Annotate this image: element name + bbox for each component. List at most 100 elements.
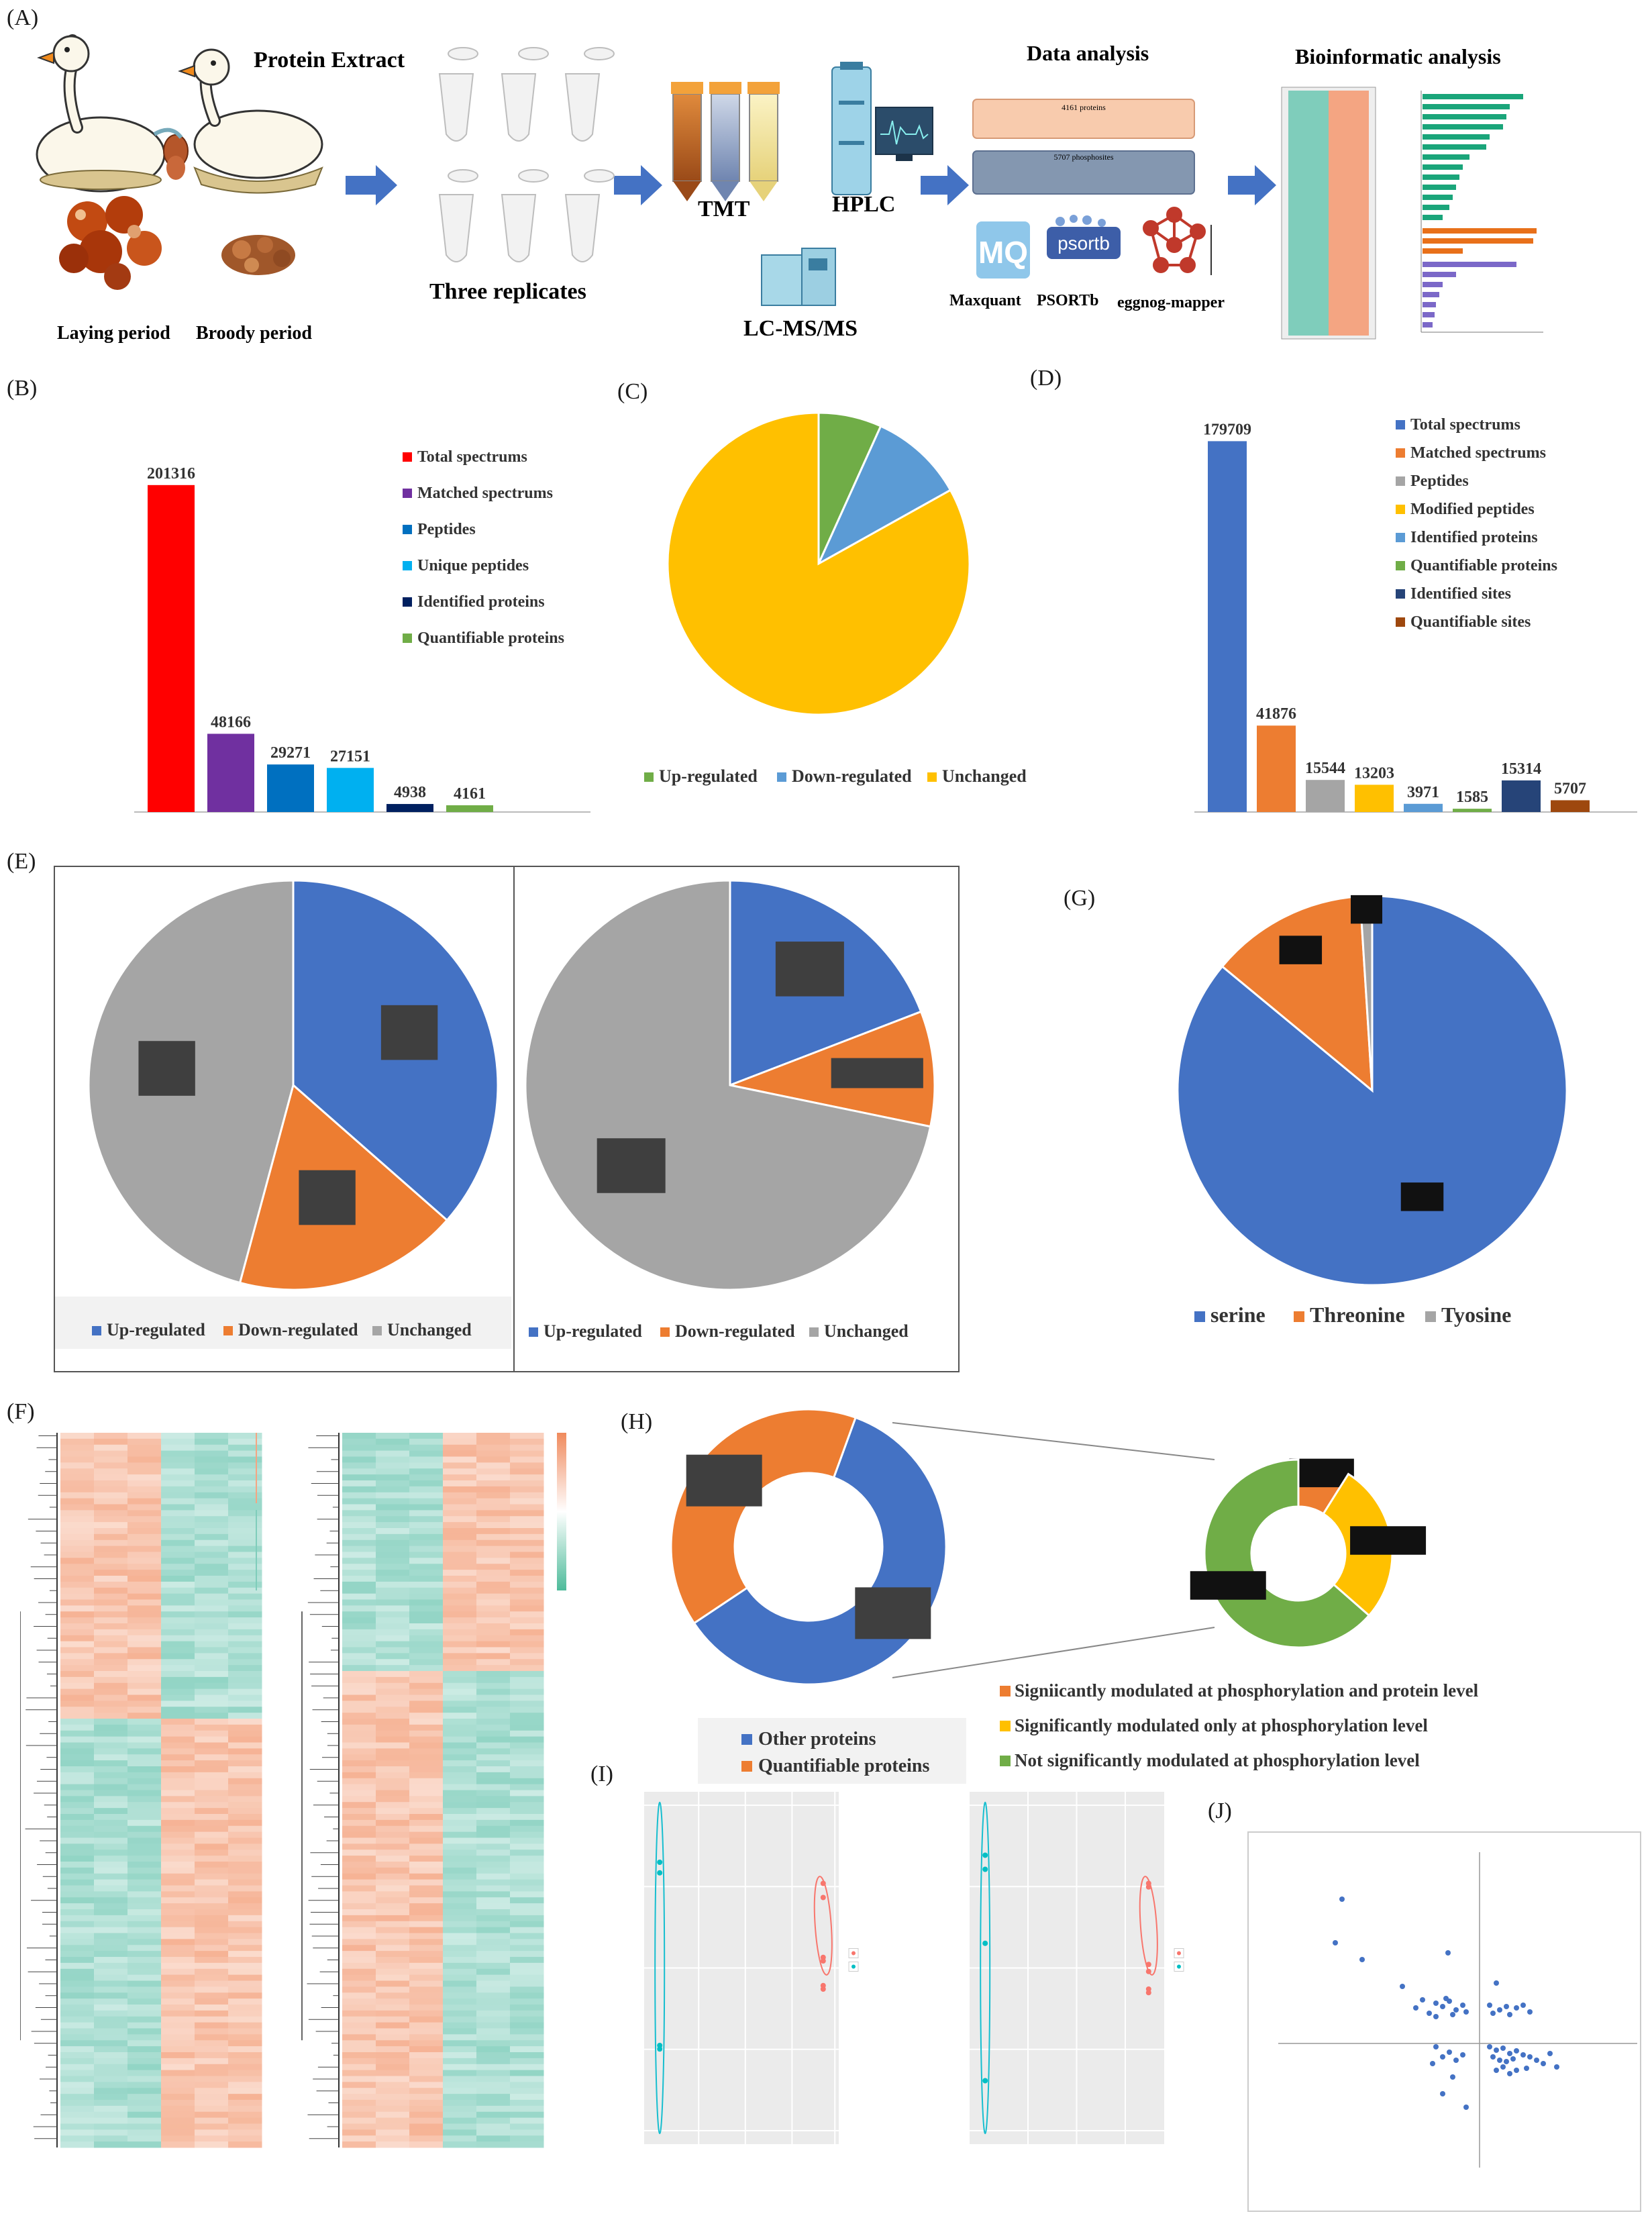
f-left-cell: [60, 1837, 95, 1844]
j-point: [1440, 2004, 1445, 2009]
f-right-cell: [510, 1629, 544, 1636]
f-right-cell: [342, 2135, 376, 2142]
f-right-cell: [342, 1808, 376, 1815]
f-left-cell: [161, 1641, 195, 1648]
f-left-cell: [60, 1504, 95, 1511]
f-left-cell: [60, 2082, 95, 2088]
f-left-cell: [60, 2135, 95, 2142]
f-left-cell: [161, 1498, 195, 1505]
f-right-cell: [476, 1850, 511, 1856]
f-left-cell: [127, 1623, 162, 1630]
f-left-cell: [127, 2141, 162, 2148]
d-value-5: 1585: [1456, 789, 1488, 806]
f-right-cell: [342, 1599, 376, 1606]
f-right-cell: [510, 1647, 544, 1654]
f-right-cell: [443, 1837, 477, 1844]
j-point: [1504, 2059, 1509, 2064]
b-bar-2: [267, 764, 314, 812]
f-left-cell: [195, 2123, 229, 2130]
f-left-cell: [60, 1856, 95, 1862]
f-right-cell: [443, 2117, 477, 2124]
i2-cd-point: [1145, 1968, 1151, 1974]
f-left-cell: [94, 1992, 128, 1999]
f-left-cell: [195, 2052, 229, 2059]
f-right-cell: [443, 1659, 477, 1666]
f-right-cell: [510, 1659, 544, 1666]
f-right-cell: [342, 1730, 376, 1737]
f-left-cell: [127, 2010, 162, 2017]
f-right-cell: [376, 2129, 410, 2136]
e1-legend-1: Down-regulated: [238, 1320, 358, 1339]
f-left-cell: [161, 1450, 195, 1457]
f-left-cell: [161, 1713, 195, 1719]
f-left-cell: [127, 1998, 162, 2005]
f-left-cell: [161, 2040, 195, 2047]
j-point: [1554, 2064, 1559, 2070]
f-left-cell: [161, 1897, 195, 1904]
d-legend-swatch-0: [1396, 420, 1405, 429]
f-right-cell: [342, 1766, 376, 1773]
f-right-cell: [409, 2094, 444, 2100]
f-left-cell: [94, 1576, 128, 1582]
f-left-cell: [161, 2088, 195, 2094]
f-left-cell: [94, 2111, 128, 2119]
f-left-cell: [127, 1647, 162, 1654]
f-left-cell: [127, 1867, 162, 1874]
f-right-cell: [342, 1909, 376, 1916]
f-left-cell: [228, 1623, 262, 1630]
f-right-cell: [342, 1784, 376, 1790]
e1-legend-swatch-0: [92, 1326, 101, 1335]
f-right-cell: [476, 1688, 511, 1695]
f-right-cell: [510, 1885, 544, 1892]
f-right-cell: [409, 1480, 444, 1487]
f-right-cell: [510, 2064, 544, 2071]
f-left-cell: [228, 2082, 262, 2088]
f-right-cell: [342, 2123, 376, 2130]
f-right-cell: [510, 1635, 544, 1642]
f-left-cell: [228, 1957, 262, 1964]
f-right-cell: [342, 2016, 376, 2023]
d-legend-7: Quantifiable sites: [1410, 613, 1531, 631]
f-right-cell: [476, 1891, 511, 1898]
f-left-cell: [161, 2111, 195, 2119]
f-left-cell: [161, 1694, 195, 1701]
f-right-cell: [443, 1742, 477, 1749]
f-right-cell: [409, 2088, 444, 2094]
f-right-cell: [409, 1647, 444, 1654]
f-right-cell: [409, 1736, 444, 1743]
f-left-cell: [228, 1730, 262, 1737]
f-left-cell: [94, 1843, 128, 1850]
j-point: [1497, 2058, 1502, 2063]
f-right-cell: [476, 1945, 511, 1952]
f-right-cell: [342, 1837, 376, 1844]
f-left-cell: [161, 1742, 195, 1749]
f-left-cell: [60, 1688, 95, 1695]
f-right-cell: [376, 1641, 410, 1648]
f-left-cell: [127, 1891, 162, 1898]
f-left-cell: [195, 1659, 229, 1666]
f-right-cell: [409, 1629, 444, 1636]
f-left-cell: [228, 1825, 262, 1833]
f-right-cell: [376, 1837, 410, 1844]
f-right-cell: [342, 1814, 376, 1821]
j-point: [1494, 2068, 1499, 2073]
f-right-cell: [376, 1742, 410, 1749]
panel-label-e: (E): [7, 849, 36, 874]
f-left-cell: [161, 1766, 195, 1773]
f-right-cell: [342, 1605, 376, 1612]
f-right-cell: [376, 1968, 410, 1976]
f-left-cell: [60, 1986, 95, 1993]
f-right-cell: [376, 1599, 410, 1606]
i1-jc-point: [657, 1860, 663, 1865]
f-right-cell: [510, 1456, 544, 1463]
f-right-cell: [376, 1570, 410, 1576]
e2-legend-2: Unchanged: [824, 1321, 909, 1341]
f-left-cell: [94, 2022, 128, 2029]
f-left-cell: [228, 1873, 262, 1880]
f-right-cell: [376, 1825, 410, 1833]
j-point: [1447, 2049, 1452, 2055]
j-point: [1460, 2052, 1465, 2058]
f-right-cell: [476, 1856, 511, 1862]
three-replicates-label: Three replicates: [429, 279, 586, 304]
i1-cd-point: [820, 1894, 826, 1901]
